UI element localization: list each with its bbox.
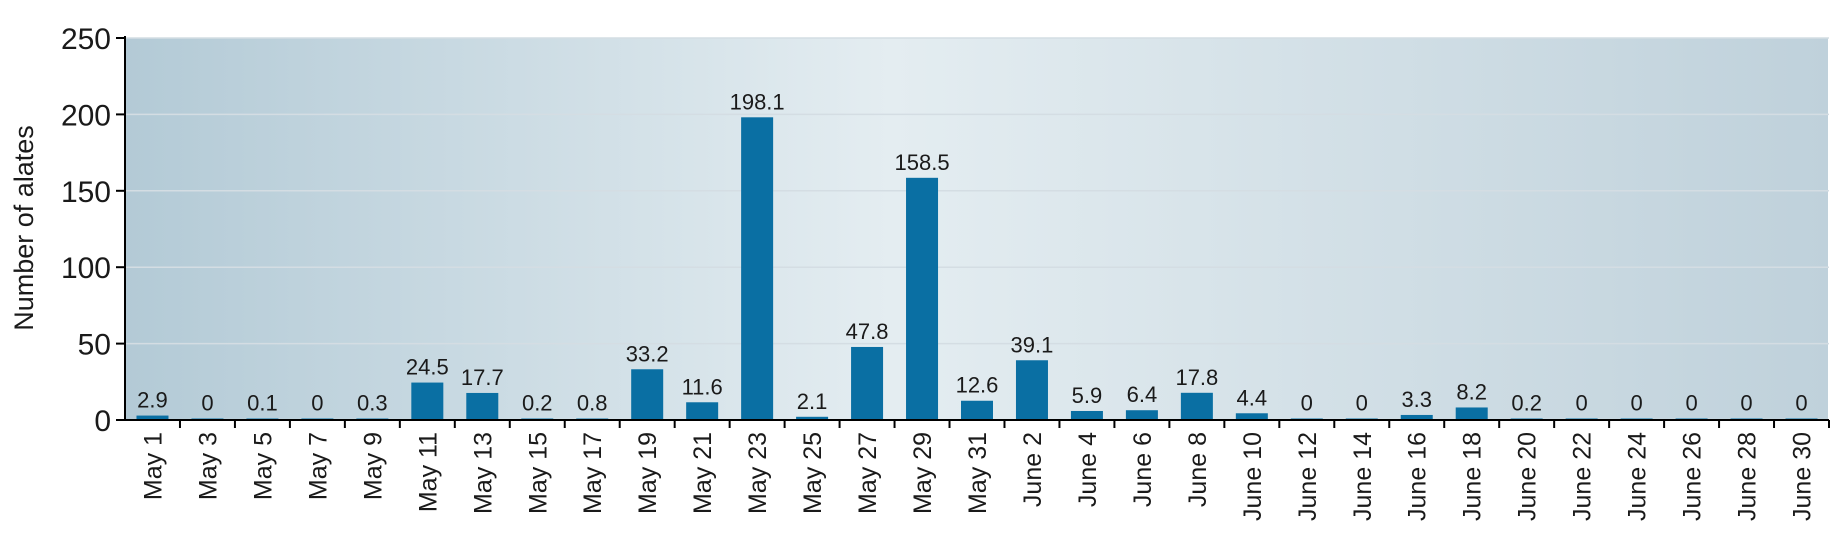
x-tick-label: June 8 — [1184, 432, 1212, 507]
value-label: 3.3 — [1401, 387, 1432, 412]
bar — [1400, 414, 1433, 420]
x-tick-label: June 16 — [1404, 432, 1432, 521]
value-label: 0 — [1356, 391, 1368, 416]
value-label: 33.2 — [626, 341, 669, 366]
value-label: 0.8 — [577, 391, 608, 416]
bar — [796, 416, 829, 420]
value-label: 0 — [1301, 391, 1313, 416]
bar — [1235, 413, 1268, 420]
value-label: 8.2 — [1456, 379, 1487, 404]
y-tick-label: 50 — [78, 329, 111, 362]
x-tick-label: June 24 — [1624, 432, 1652, 521]
x-tick-label: May 7 — [304, 432, 332, 500]
y-axis-ticks: 0 50 100 150 200 250 — [61, 23, 125, 438]
bar — [1455, 407, 1488, 420]
x-tick-label: May 21 — [689, 432, 717, 514]
value-label: 0 — [1576, 391, 1588, 416]
x-tick-label: May 27 — [854, 432, 882, 514]
value-label: 0.1 — [247, 391, 278, 416]
value-label: 24.5 — [406, 355, 449, 380]
value-label: 0 — [1740, 391, 1752, 416]
value-label: 0.3 — [357, 391, 388, 416]
bar — [411, 382, 444, 420]
x-tick-label: June 2 — [1019, 432, 1047, 507]
gridlines — [125, 37, 1829, 345]
value-label: 2.9 — [137, 388, 168, 413]
value-label: 0 — [311, 391, 323, 416]
value-label: 4.4 — [1237, 385, 1268, 410]
x-tick-label: June 4 — [1074, 432, 1102, 507]
value-label: 2.1 — [797, 389, 828, 414]
value-label: 0 — [1685, 391, 1697, 416]
bars — [136, 117, 1818, 421]
bar — [906, 177, 939, 420]
x-tick-label: May 31 — [964, 432, 992, 514]
bar — [1070, 410, 1103, 420]
x-tick-label: June 20 — [1514, 432, 1542, 521]
x-tick-label: May 5 — [249, 432, 277, 500]
value-label: 17.7 — [461, 365, 504, 390]
bar — [136, 415, 169, 420]
x-tick-label: May 9 — [359, 432, 387, 500]
x-tick-label: May 1 — [139, 432, 167, 500]
value-label: 0 — [1795, 391, 1807, 416]
x-tick-label: June 18 — [1459, 432, 1487, 521]
value-label: 0 — [201, 391, 213, 416]
bar — [741, 117, 774, 421]
bar — [466, 392, 499, 420]
x-tick-label: May 3 — [194, 432, 222, 500]
x-tick-label: June 6 — [1129, 432, 1157, 507]
x-tick-label: May 29 — [909, 432, 937, 514]
y-tick-label: 100 — [61, 252, 111, 285]
x-tick-label: June 10 — [1239, 432, 1267, 521]
x-tick-label: June 26 — [1679, 432, 1707, 521]
value-label: 12.6 — [956, 373, 999, 398]
bar — [1180, 392, 1213, 420]
value-label: 158.5 — [895, 150, 950, 175]
x-tick-label: June 28 — [1734, 432, 1762, 521]
y-axis-label: Number of alates — [9, 125, 39, 331]
x-axis-ticks: May 1 May 3 May 5 May 7 May 9 May 11 May 13 May… — [139, 420, 1830, 521]
y-tick-label: 150 — [61, 176, 111, 209]
x-tick-label: May 25 — [799, 432, 827, 514]
bar — [851, 346, 884, 420]
x-tick-label: June 14 — [1349, 432, 1377, 521]
value-label: 47.8 — [846, 319, 889, 344]
value-label: 39.1 — [1011, 332, 1054, 357]
x-tick-label: June 30 — [1789, 432, 1817, 521]
x-tick-label: May 15 — [524, 432, 552, 514]
value-label: 0.2 — [522, 391, 553, 416]
y-tick-label: 200 — [61, 99, 111, 132]
y-tick-label: 0 — [94, 405, 111, 438]
x-tick-label: May 11 — [414, 432, 442, 512]
value-label: 198.1 — [730, 89, 785, 114]
bar — [686, 402, 719, 420]
y-tick-label: 250 — [61, 23, 111, 56]
x-tick-label: May 13 — [469, 432, 497, 514]
value-label: 11.6 — [682, 374, 723, 399]
bar — [1125, 410, 1158, 420]
x-tick-label: May 19 — [634, 432, 662, 514]
value-labels: 2.9 0 0.1 0 0.3 24.5 17.7 0.2 0.8 33.2 11.6 198.1 2.… — [137, 89, 1807, 415]
x-tick-label: May 17 — [579, 432, 607, 514]
bar — [1015, 360, 1048, 420]
x-tick-label: June 12 — [1294, 432, 1322, 521]
value-label: 6.4 — [1127, 382, 1158, 407]
bar — [631, 369, 664, 420]
value-label: 5.9 — [1072, 383, 1103, 408]
plot-background — [125, 38, 1828, 420]
value-label: 17.8 — [1175, 365, 1218, 390]
value-label: 0.2 — [1511, 391, 1542, 416]
x-tick-label: June 22 — [1569, 432, 1597, 521]
x-tick-label: May 23 — [744, 432, 772, 514]
bar — [961, 400, 993, 420]
value-label: 0 — [1630, 391, 1642, 416]
